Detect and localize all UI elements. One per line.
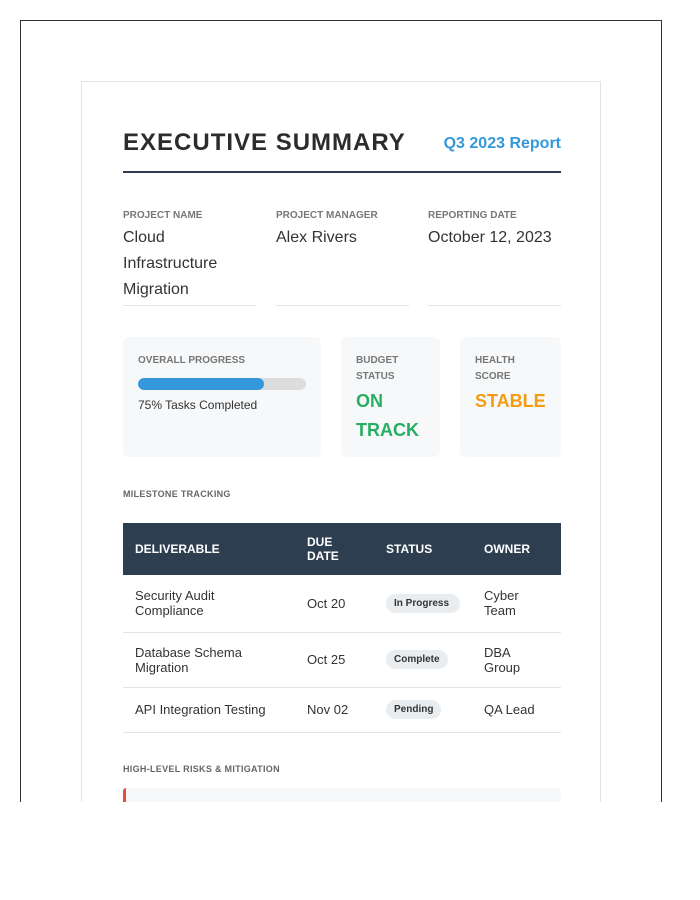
health-value: STABLE	[475, 391, 546, 411]
field-value: Alex Rivers	[276, 229, 357, 246]
due-date-cell: Oct 25	[295, 632, 374, 688]
budget-label: BUDGET STATUS	[356, 355, 399, 382]
status-cell: Complete	[374, 632, 472, 688]
risks-heading: HIGH-LEVEL RISKS & MITIGATION	[123, 764, 280, 774]
progress-card: OVERALL PROGRESS 75% Tasks Completed	[123, 337, 321, 457]
status-badge: Complete	[386, 650, 448, 669]
risk-item	[123, 788, 561, 802]
project-manager-field: PROJECT MANAGER Alex Rivers	[276, 210, 409, 306]
status-cell: Pending	[374, 687, 472, 733]
deliverable-cell: Database Schema Migration	[123, 632, 295, 688]
reporting-date-field: REPORTING DATE October 12, 2023	[428, 210, 561, 306]
deliverable-cell: Security Audit Compliance	[123, 575, 295, 633]
milestone-table: DELIVERABLE DUE DATE STATUS OWNER Securi…	[123, 523, 561, 733]
milestone-heading: MILESTONE TRACKING	[123, 489, 231, 499]
col-due-date: DUE DATE	[295, 523, 374, 575]
status-cell: In Progress	[374, 575, 472, 633]
report-card: EXECUTIVE SUMMARY Q3 2023 Report PROJECT…	[81, 81, 601, 802]
progress-bar	[138, 378, 306, 390]
col-owner: OWNER	[472, 523, 561, 575]
budget-card: BUDGET STATUS ON TRACK	[341, 337, 440, 457]
project-name-field: PROJECT NAME Cloud Infrastructure Migrat…	[123, 210, 256, 306]
due-date-cell: Oct 20	[295, 575, 374, 633]
progress-fill	[138, 378, 264, 390]
health-label: HEALTH SCORE	[475, 355, 515, 382]
owner-cell: DBA Group	[472, 632, 561, 688]
table-row: Database Schema Migration Oct 25 Complet…	[123, 632, 561, 688]
table-row: Security Audit Compliance Oct 20 In Prog…	[123, 575, 561, 633]
field-label: PROJECT NAME	[123, 210, 203, 221]
deliverable-cell: API Integration Testing	[123, 687, 295, 733]
title-divider	[123, 171, 561, 173]
table-row: API Integration Testing Nov 02 Pending Q…	[123, 687, 561, 733]
status-badge: In Progress	[386, 593, 460, 613]
col-status: STATUS	[374, 523, 472, 575]
page-frame: EXECUTIVE SUMMARY Q3 2023 Report PROJECT…	[20, 20, 662, 802]
owner-cell: Cyber Team	[472, 575, 561, 633]
field-label: PROJECT MANAGER	[276, 210, 378, 221]
field-value: October 12, 2023	[428, 229, 552, 246]
progress-text: 75% Tasks Completed	[138, 398, 258, 412]
budget-value: ON TRACK	[356, 391, 419, 440]
page-title: EXECUTIVE SUMMARY	[123, 129, 406, 156]
progress-label: OVERALL PROGRESS	[138, 355, 246, 366]
field-label: REPORTING DATE	[428, 210, 517, 221]
col-deliverable: DELIVERABLE	[123, 523, 295, 575]
status-badge: Pending	[386, 700, 442, 719]
health-card: HEALTH SCORE STABLE	[460, 337, 561, 457]
field-value: Cloud Infrastructure Migration	[123, 229, 218, 298]
owner-cell: QA Lead	[472, 687, 561, 733]
report-period: Q3 2023 Report	[443, 135, 561, 152]
due-date-cell: Nov 02	[295, 687, 374, 733]
